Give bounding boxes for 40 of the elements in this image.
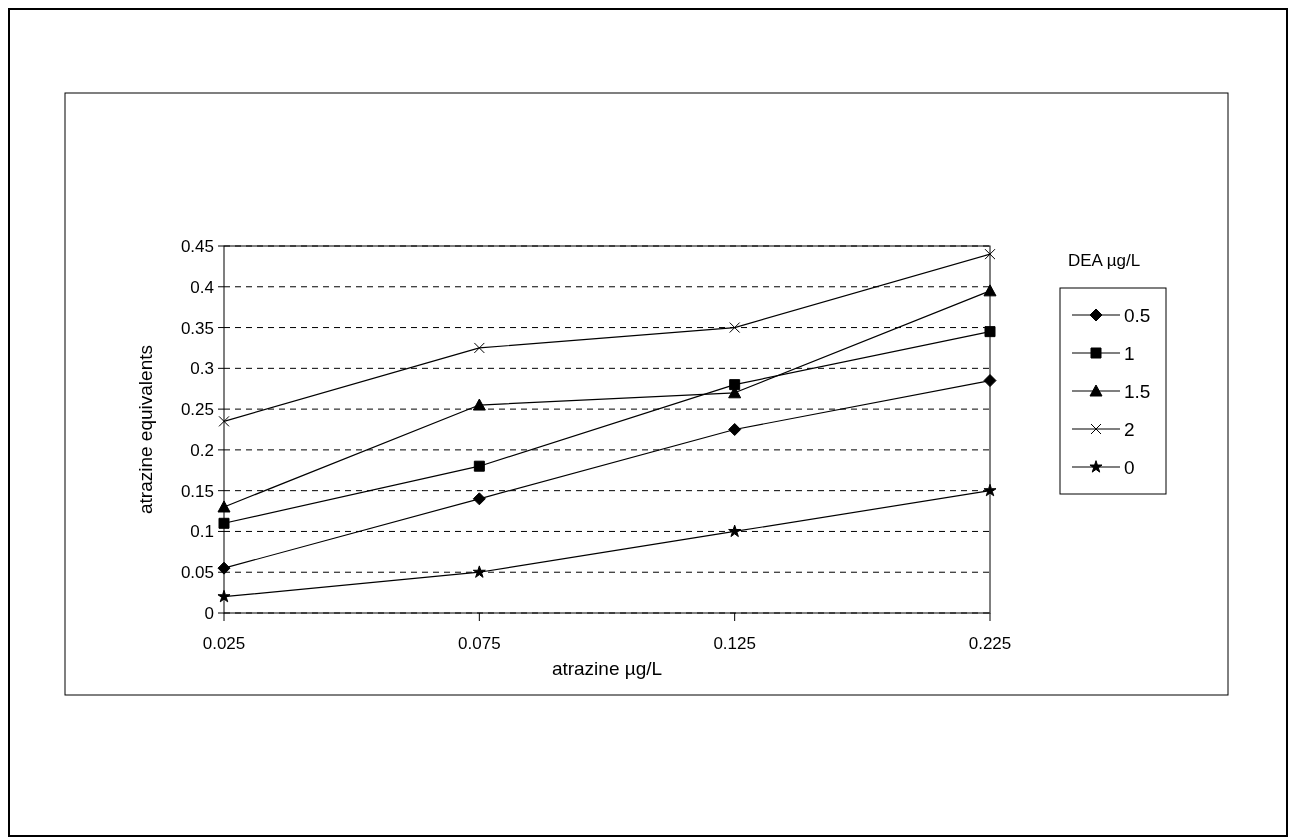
point xyxy=(472,398,486,411)
legend-label: 0 xyxy=(1124,456,1135,478)
y-tick-label: 0.3 xyxy=(190,359,214,379)
point xyxy=(983,483,997,497)
x-axis-title: atrazine µg/L xyxy=(551,658,663,679)
y-tick-label: 0.1 xyxy=(190,522,214,542)
point xyxy=(728,423,742,436)
point xyxy=(472,565,486,578)
point xyxy=(984,326,996,338)
point xyxy=(218,415,230,427)
legend-label: 1.5 xyxy=(1124,380,1151,402)
x-tick-label: 0.075 xyxy=(458,634,501,653)
y-tick-label: 0.45 xyxy=(180,236,214,256)
x-tick-label: 0.125 xyxy=(713,634,756,653)
y-tick-label: 0.2 xyxy=(190,440,214,460)
y-tick-label: 0 xyxy=(204,603,214,623)
y-tick-label: 0.35 xyxy=(180,318,214,338)
x-tick-label: 0.025 xyxy=(202,634,246,653)
point xyxy=(983,284,997,297)
y-tick-label: 0.15 xyxy=(180,481,214,501)
point xyxy=(217,561,231,575)
point xyxy=(728,524,742,538)
point xyxy=(217,500,231,513)
y-axis-title: atrazine equivalents xyxy=(135,345,156,514)
y-tick-label: 0.25 xyxy=(180,400,214,420)
point xyxy=(984,248,996,260)
legend-title: DEA µg/L xyxy=(1068,251,1141,270)
y-tick-label: 0.4 xyxy=(190,277,214,297)
point xyxy=(473,342,485,354)
point xyxy=(217,589,231,603)
point xyxy=(473,460,485,472)
legend-label: 0.5 xyxy=(1124,304,1151,326)
point xyxy=(472,492,486,506)
point xyxy=(983,374,997,388)
legend-label: 2 xyxy=(1124,418,1135,440)
x-tick-label: 0.225 xyxy=(968,634,1012,653)
point xyxy=(729,322,741,334)
point xyxy=(218,517,230,529)
legend-label: 1 xyxy=(1124,342,1135,364)
y-tick-label: 0.05 xyxy=(180,563,214,583)
